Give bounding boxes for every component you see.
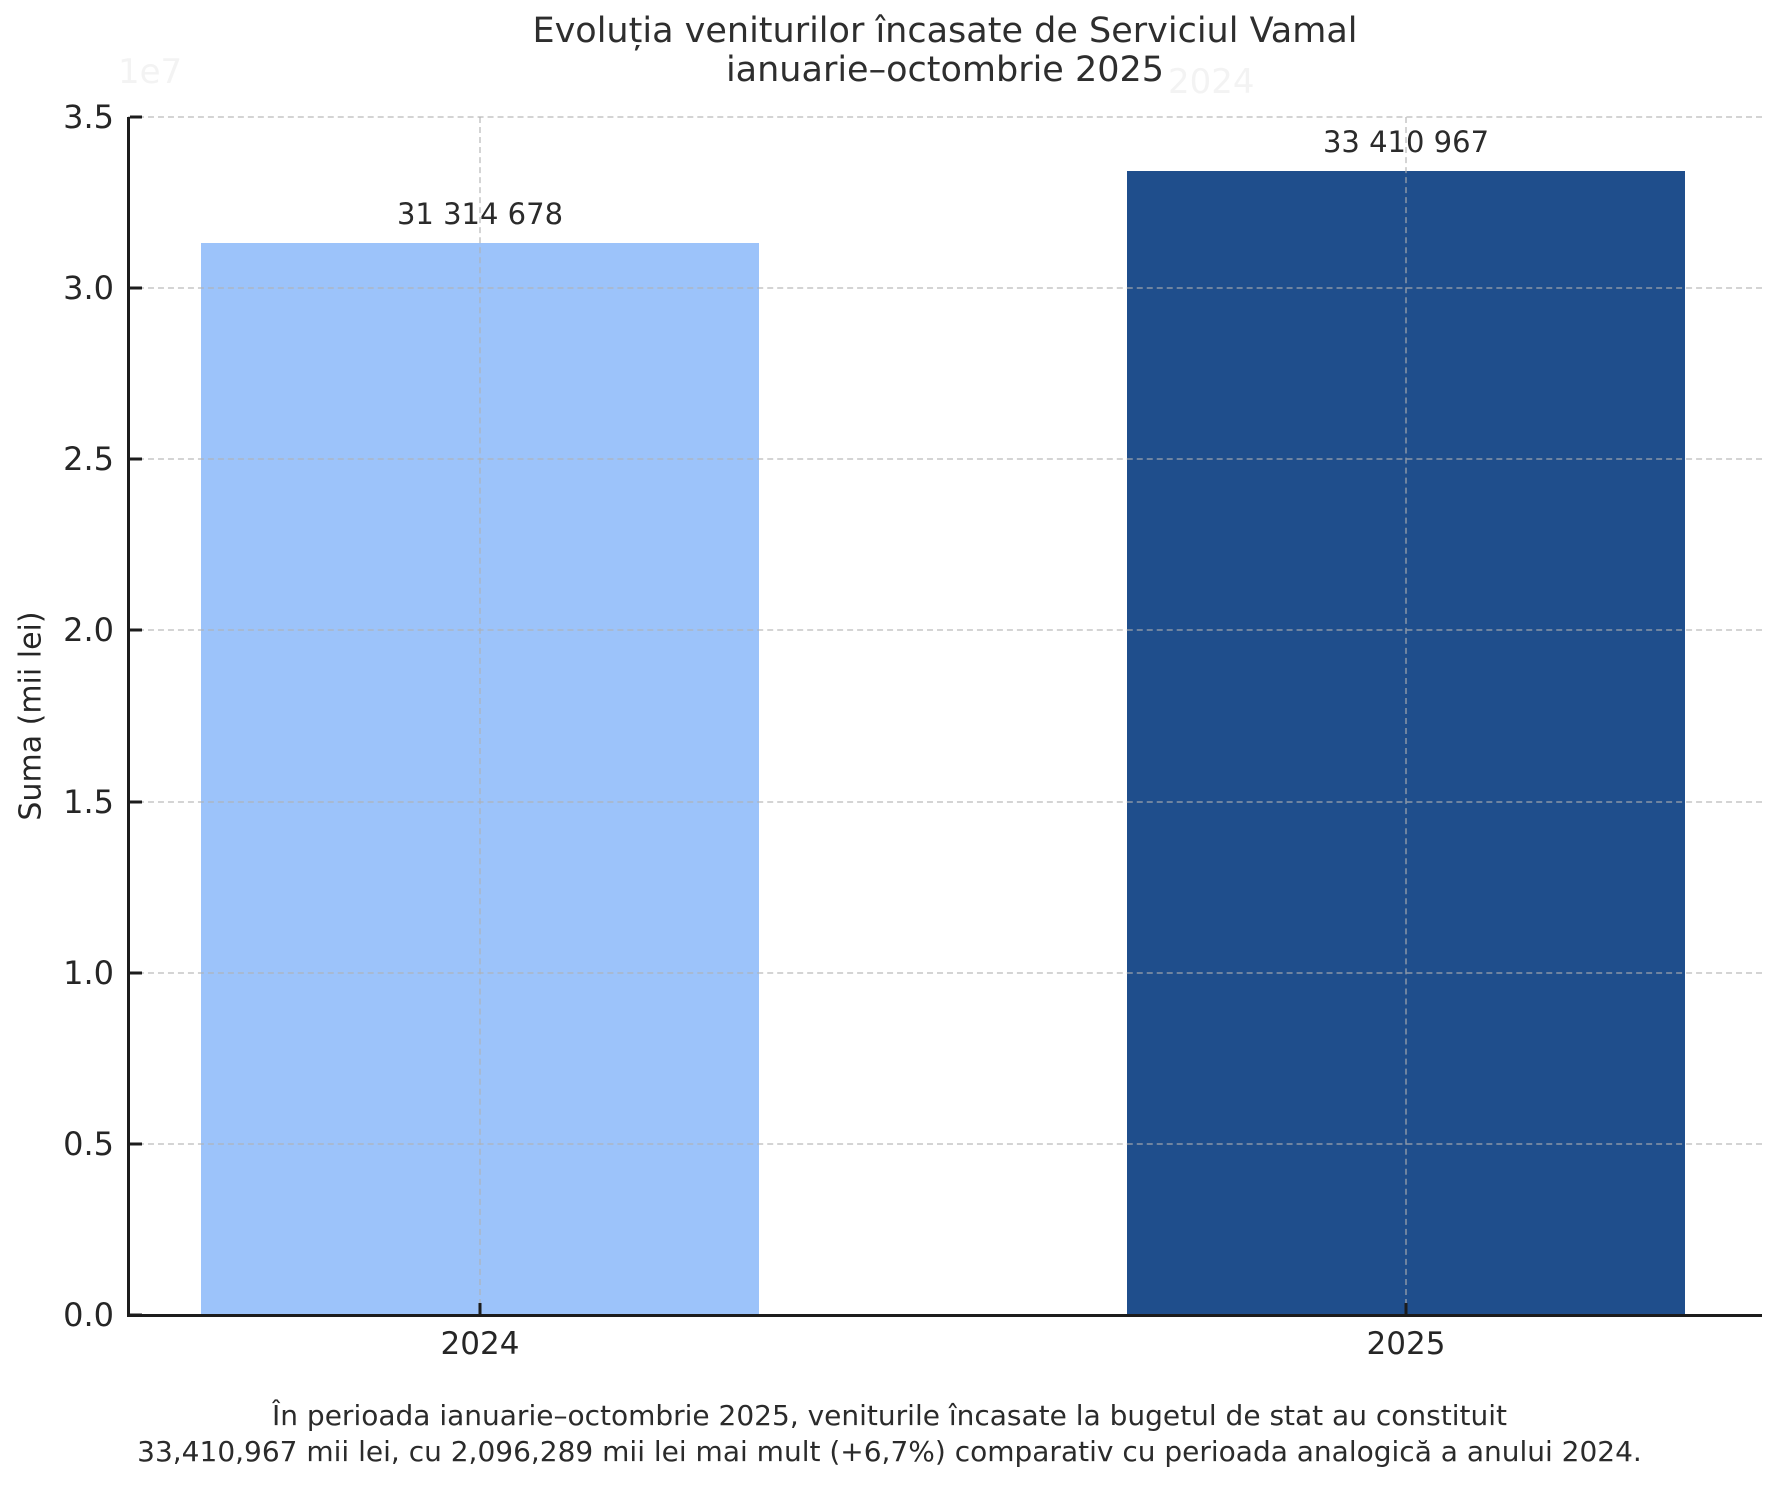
y-tick-mark <box>129 1142 142 1146</box>
y-tick-label: 0.0 <box>63 1296 114 1334</box>
chart-title-line1: Evoluția veniturilor încasate de Servici… <box>532 11 1358 51</box>
y-tick-label: 1.0 <box>63 953 114 992</box>
gridline-h <box>128 1142 1762 1145</box>
axis-spine-left <box>126 117 130 1317</box>
gridline-h <box>128 458 1762 461</box>
y-tick-mark <box>129 628 142 632</box>
gridline-v <box>479 117 481 1315</box>
bar-value-label: 33 410 967 <box>1322 125 1490 160</box>
x-tick-mark <box>1404 1303 1408 1315</box>
gridline-h <box>128 971 1762 974</box>
caption-line1: În perioada ianuarie–octombrie 2025, ven… <box>272 1399 1507 1432</box>
plot-area: 0.0 0.5 1.0 1.5 2.0 2.5 3.0 3.5 31 314 678 2024 33… <box>63 98 1762 1362</box>
y-tick-mark <box>129 971 142 975</box>
gridline-h <box>128 287 1762 290</box>
y-tick-label: 0.5 <box>63 1124 114 1163</box>
gridline-h <box>128 800 1762 803</box>
gridline-h <box>128 629 1762 632</box>
bar-value-label: 31 314 678 <box>396 197 564 232</box>
y-tick-label: 3.0 <box>63 269 114 308</box>
y-tick-label: 2.0 <box>63 611 114 650</box>
y-axis-label: Suma (mii lei) <box>13 611 49 821</box>
artifact-ghost-title: 2024 <box>1168 62 1255 102</box>
x-tick-label: 2024 <box>440 1326 520 1362</box>
gridline-v <box>1405 117 1407 1315</box>
y-tick-mark <box>129 286 142 290</box>
caption: În perioada ianuarie–octombrie 2025, ven… <box>0 1398 1779 1470</box>
y-tick-label: 3.5 <box>63 98 114 136</box>
y-tick-mark <box>129 800 142 804</box>
artifact-ghost-offset: 1e7 <box>118 52 183 92</box>
y-tick-mark <box>129 115 142 119</box>
y-tick-label: 1.5 <box>63 782 114 821</box>
caption-line2: 33,410,967 mii lei, cu 2,096,289 mii lei… <box>137 1435 1642 1468</box>
y-tick-mark <box>129 457 142 461</box>
gridline-h <box>128 116 1762 118</box>
y-tick-mark <box>129 1313 142 1317</box>
chart-title: Evoluția veniturilor încasate de Servici… <box>128 12 1762 90</box>
x-tick-mark <box>478 1303 482 1315</box>
x-tick-label: 2025 <box>1366 1326 1446 1362</box>
axis-spine-bottom <box>126 1313 1762 1317</box>
chart-title-line2: ianuarie–octombrie 2025 <box>725 50 1165 90</box>
y-tick-label: 2.5 <box>63 440 114 479</box>
